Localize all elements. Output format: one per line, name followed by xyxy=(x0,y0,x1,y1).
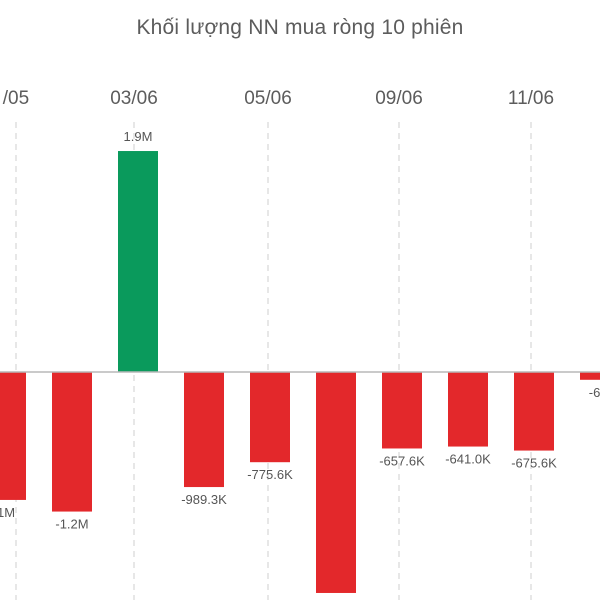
x-tick-label: 03/06 xyxy=(110,88,158,109)
chart-title: Khối lượng NN mua ròng 10 phiên xyxy=(136,16,464,39)
data-label: -67. xyxy=(589,385,600,400)
x-tick-label: /05 xyxy=(3,88,29,109)
bar xyxy=(250,372,290,463)
data-label: -989.3K xyxy=(181,492,227,507)
bar xyxy=(118,151,158,372)
data-label: 1.9M xyxy=(124,129,153,144)
x-tick-label: 09/06 xyxy=(375,88,423,109)
bar xyxy=(382,372,422,449)
data-label: -657.6K xyxy=(379,453,425,468)
bar xyxy=(52,372,92,512)
data-label: -675.6K xyxy=(511,456,557,471)
data-label: 1M xyxy=(0,505,15,520)
data-label: -1.2M xyxy=(55,517,88,532)
x-tick-label: 11/06 xyxy=(508,88,554,109)
x-tick-label: 05/06 xyxy=(244,88,292,109)
data-label: -641.0K xyxy=(445,452,491,467)
bar xyxy=(580,372,600,380)
bar xyxy=(316,372,356,593)
bar xyxy=(0,372,26,500)
data-label: -775.6K xyxy=(247,467,293,482)
bar xyxy=(514,372,554,451)
bar xyxy=(448,372,488,447)
bar xyxy=(184,372,224,488)
